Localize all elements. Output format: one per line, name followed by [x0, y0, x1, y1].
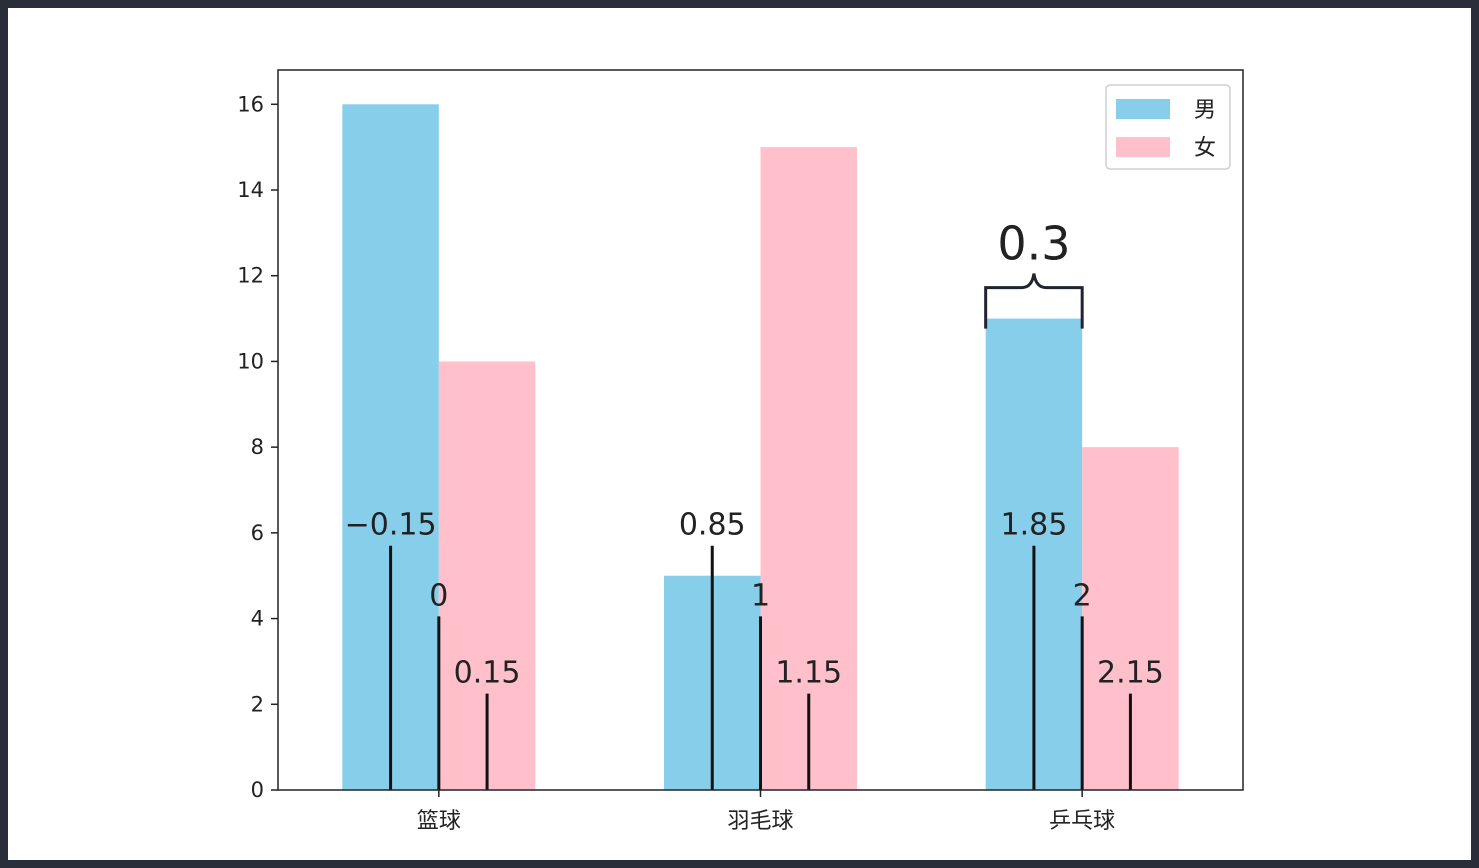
brace-label: 0.3 — [997, 217, 1070, 271]
annotation-label-6: 1.85 — [1001, 508, 1068, 543]
legend-swatch-1 — [1116, 137, 1170, 157]
legend-label-1: 女 — [1194, 136, 1216, 161]
annotation-label-3: 0.85 — [679, 508, 746, 543]
y-tick-label-8: 16 — [237, 92, 264, 116]
x-tick-label-1: 羽毛球 — [727, 809, 793, 834]
y-tick-label-4: 8 — [251, 435, 264, 459]
y-tick-label-6: 12 — [237, 264, 264, 288]
legend-swatch-0 — [1116, 99, 1170, 119]
brace-shape — [984, 273, 1084, 329]
annotation-label-1: 0 — [429, 578, 448, 613]
legend-label-0: 男 — [1194, 98, 1216, 123]
annotation-label-4: 1 — [751, 578, 770, 613]
brace-annotation: 0.3 — [984, 217, 1084, 329]
x-tick-label-0: 篮球 — [417, 809, 461, 834]
x-tick-label-2: 乒乓球 — [1049, 809, 1115, 834]
y-tick-label-3: 6 — [251, 521, 264, 545]
y-tick-label-1: 2 — [251, 692, 264, 716]
y-tick-label-5: 10 — [237, 349, 264, 373]
annotation-lines-layer: −0.15 0 0.15 0.851 1.15 1.852 2.15 — [345, 508, 1164, 790]
annotation-label-2: 0.15 — [454, 656, 521, 691]
y-tick-label-2: 4 — [251, 607, 264, 631]
annotation-label-5: 1.15 — [775, 656, 842, 691]
bars-layer — [342, 104, 1179, 791]
annotation-label-0: −0.15 — [345, 508, 437, 543]
y-tick-label-0: 0 — [251, 778, 264, 802]
chart-frame: −0.15 0 0.15 0.85 1 1.15 1.85 2 2.15 0.3 0 2 4 6 8 10… — [8, 8, 1471, 860]
annotation-label-7: 2 — [1073, 578, 1092, 613]
bar-female-1 — [760, 147, 857, 791]
y-tick-label-7: 14 — [237, 178, 264, 202]
legend: 男女 — [1105, 84, 1231, 170]
annotation-label-8: 2.15 — [1097, 656, 1164, 691]
